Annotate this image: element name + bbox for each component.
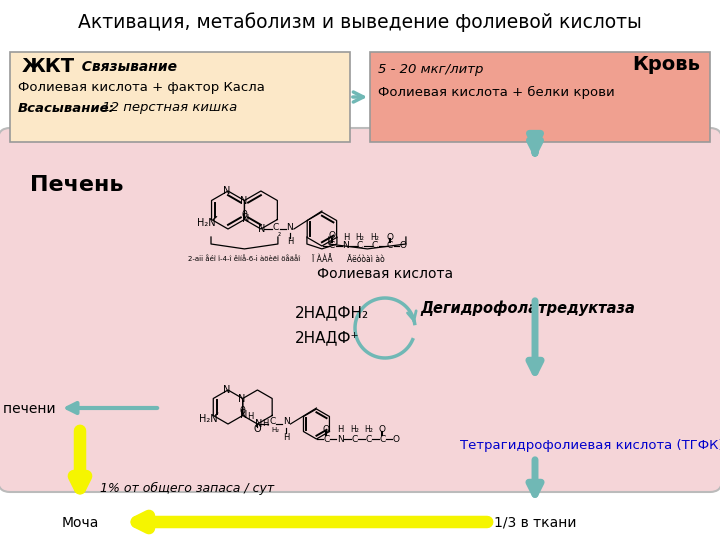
Text: Ï ÀÀÅ: Ï ÀÀÅ [312, 254, 332, 264]
Text: 1% от общего запаса / сут: 1% от общего запаса / сут [100, 482, 274, 495]
Text: O: O [328, 232, 336, 240]
Text: O: O [400, 241, 406, 251]
Text: O: O [253, 424, 261, 434]
Text: N: N [240, 197, 247, 206]
Text: Кровь: Кровь [632, 56, 700, 75]
Text: C: C [372, 241, 378, 251]
Text: N: N [242, 214, 249, 225]
Text: H₂: H₂ [371, 233, 379, 241]
Text: H₂: H₂ [364, 426, 373, 435]
Text: N: N [223, 186, 230, 196]
Text: θ: θ [241, 210, 248, 219]
Text: H₂: H₂ [350, 426, 359, 435]
FancyBboxPatch shape [370, 52, 710, 142]
Text: Связывание: Связывание [72, 60, 177, 74]
Text: C: C [387, 241, 393, 251]
Text: N: N [258, 224, 266, 234]
Text: O: O [393, 435, 400, 443]
Text: H₂: H₂ [356, 233, 364, 241]
Text: 5 - 20 мкг/литр: 5 - 20 мкг/литр [378, 64, 483, 77]
Text: Моча: Моча [61, 516, 99, 530]
Text: O: O [379, 426, 386, 435]
Text: H₂N: H₂N [199, 414, 217, 424]
Text: C: C [273, 222, 279, 232]
Text: Фолиевая кислота + фактор Касла: Фолиевая кислота + фактор Касла [18, 82, 265, 94]
Text: N: N [223, 385, 230, 395]
Text: Всасывание:: Всасывание: [18, 102, 115, 114]
Text: C: C [269, 417, 276, 427]
Text: Активация, метаболизм и выведение фолиевой кислоты: Активация, метаболизм и выведение фолиев… [78, 12, 642, 32]
FancyBboxPatch shape [10, 52, 350, 142]
Text: 12 перстная кишка: 12 перстная кишка [98, 102, 238, 114]
Text: C: C [365, 435, 372, 443]
Text: O: O [387, 233, 393, 241]
Text: C: C [329, 241, 335, 251]
Text: ЖКТ: ЖКТ [22, 57, 75, 77]
Text: H₂: H₂ [271, 427, 279, 433]
Text: N: N [283, 417, 290, 427]
Text: Печень: Печень [30, 175, 124, 195]
Text: C: C [357, 241, 363, 251]
Text: H: H [248, 412, 254, 421]
Text: Тетрагидрофолиевая кислота (ТГФК): Тетрагидрофолиевая кислота (ТГФК) [460, 438, 720, 451]
Text: N: N [287, 222, 293, 232]
Text: 1/3 в ткани: 1/3 в ткани [494, 515, 576, 529]
FancyBboxPatch shape [0, 128, 720, 492]
Text: O: O [323, 424, 330, 434]
Text: N: N [238, 395, 246, 404]
Text: Дегидрофолатредуктаза: Дегидрофолатредуктаза [420, 300, 635, 316]
Text: C: C [323, 435, 330, 443]
Text: C: C [379, 435, 386, 443]
Text: N: N [343, 241, 349, 251]
Text: θ: θ [240, 406, 246, 415]
Text: ₂: ₂ [277, 230, 281, 239]
Text: N: N [240, 410, 248, 421]
Text: H: H [262, 418, 269, 428]
Text: Фолиевая кислота: Фолиевая кислота [317, 267, 453, 281]
Text: 2НАДФН₂: 2НАДФН₂ [295, 306, 369, 321]
Text: Ãëóòàì àò: Ãëóòàì àò [347, 254, 384, 264]
Text: H: H [283, 433, 289, 442]
Text: Фолиевая кислота + белки крови: Фолиевая кислота + белки крови [378, 85, 615, 98]
Text: 2-аіі åéî î-4-î êîíå-6-і àöèëî öåäåî: 2-аіі åéî î-4-î êîíå-6-і àöèëî öåäåî [189, 255, 300, 262]
Text: N: N [255, 419, 262, 429]
Text: C: C [351, 435, 358, 443]
Text: H: H [343, 233, 349, 241]
Text: H: H [337, 426, 343, 435]
Text: H₂N: H₂N [197, 218, 215, 228]
Text: N: N [337, 435, 344, 443]
Text: 2НАДФ⁺: 2НАДФ⁺ [295, 330, 359, 346]
Text: H: H [287, 238, 293, 246]
Text: 2/3 в печени: 2/3 в печени [0, 401, 56, 415]
